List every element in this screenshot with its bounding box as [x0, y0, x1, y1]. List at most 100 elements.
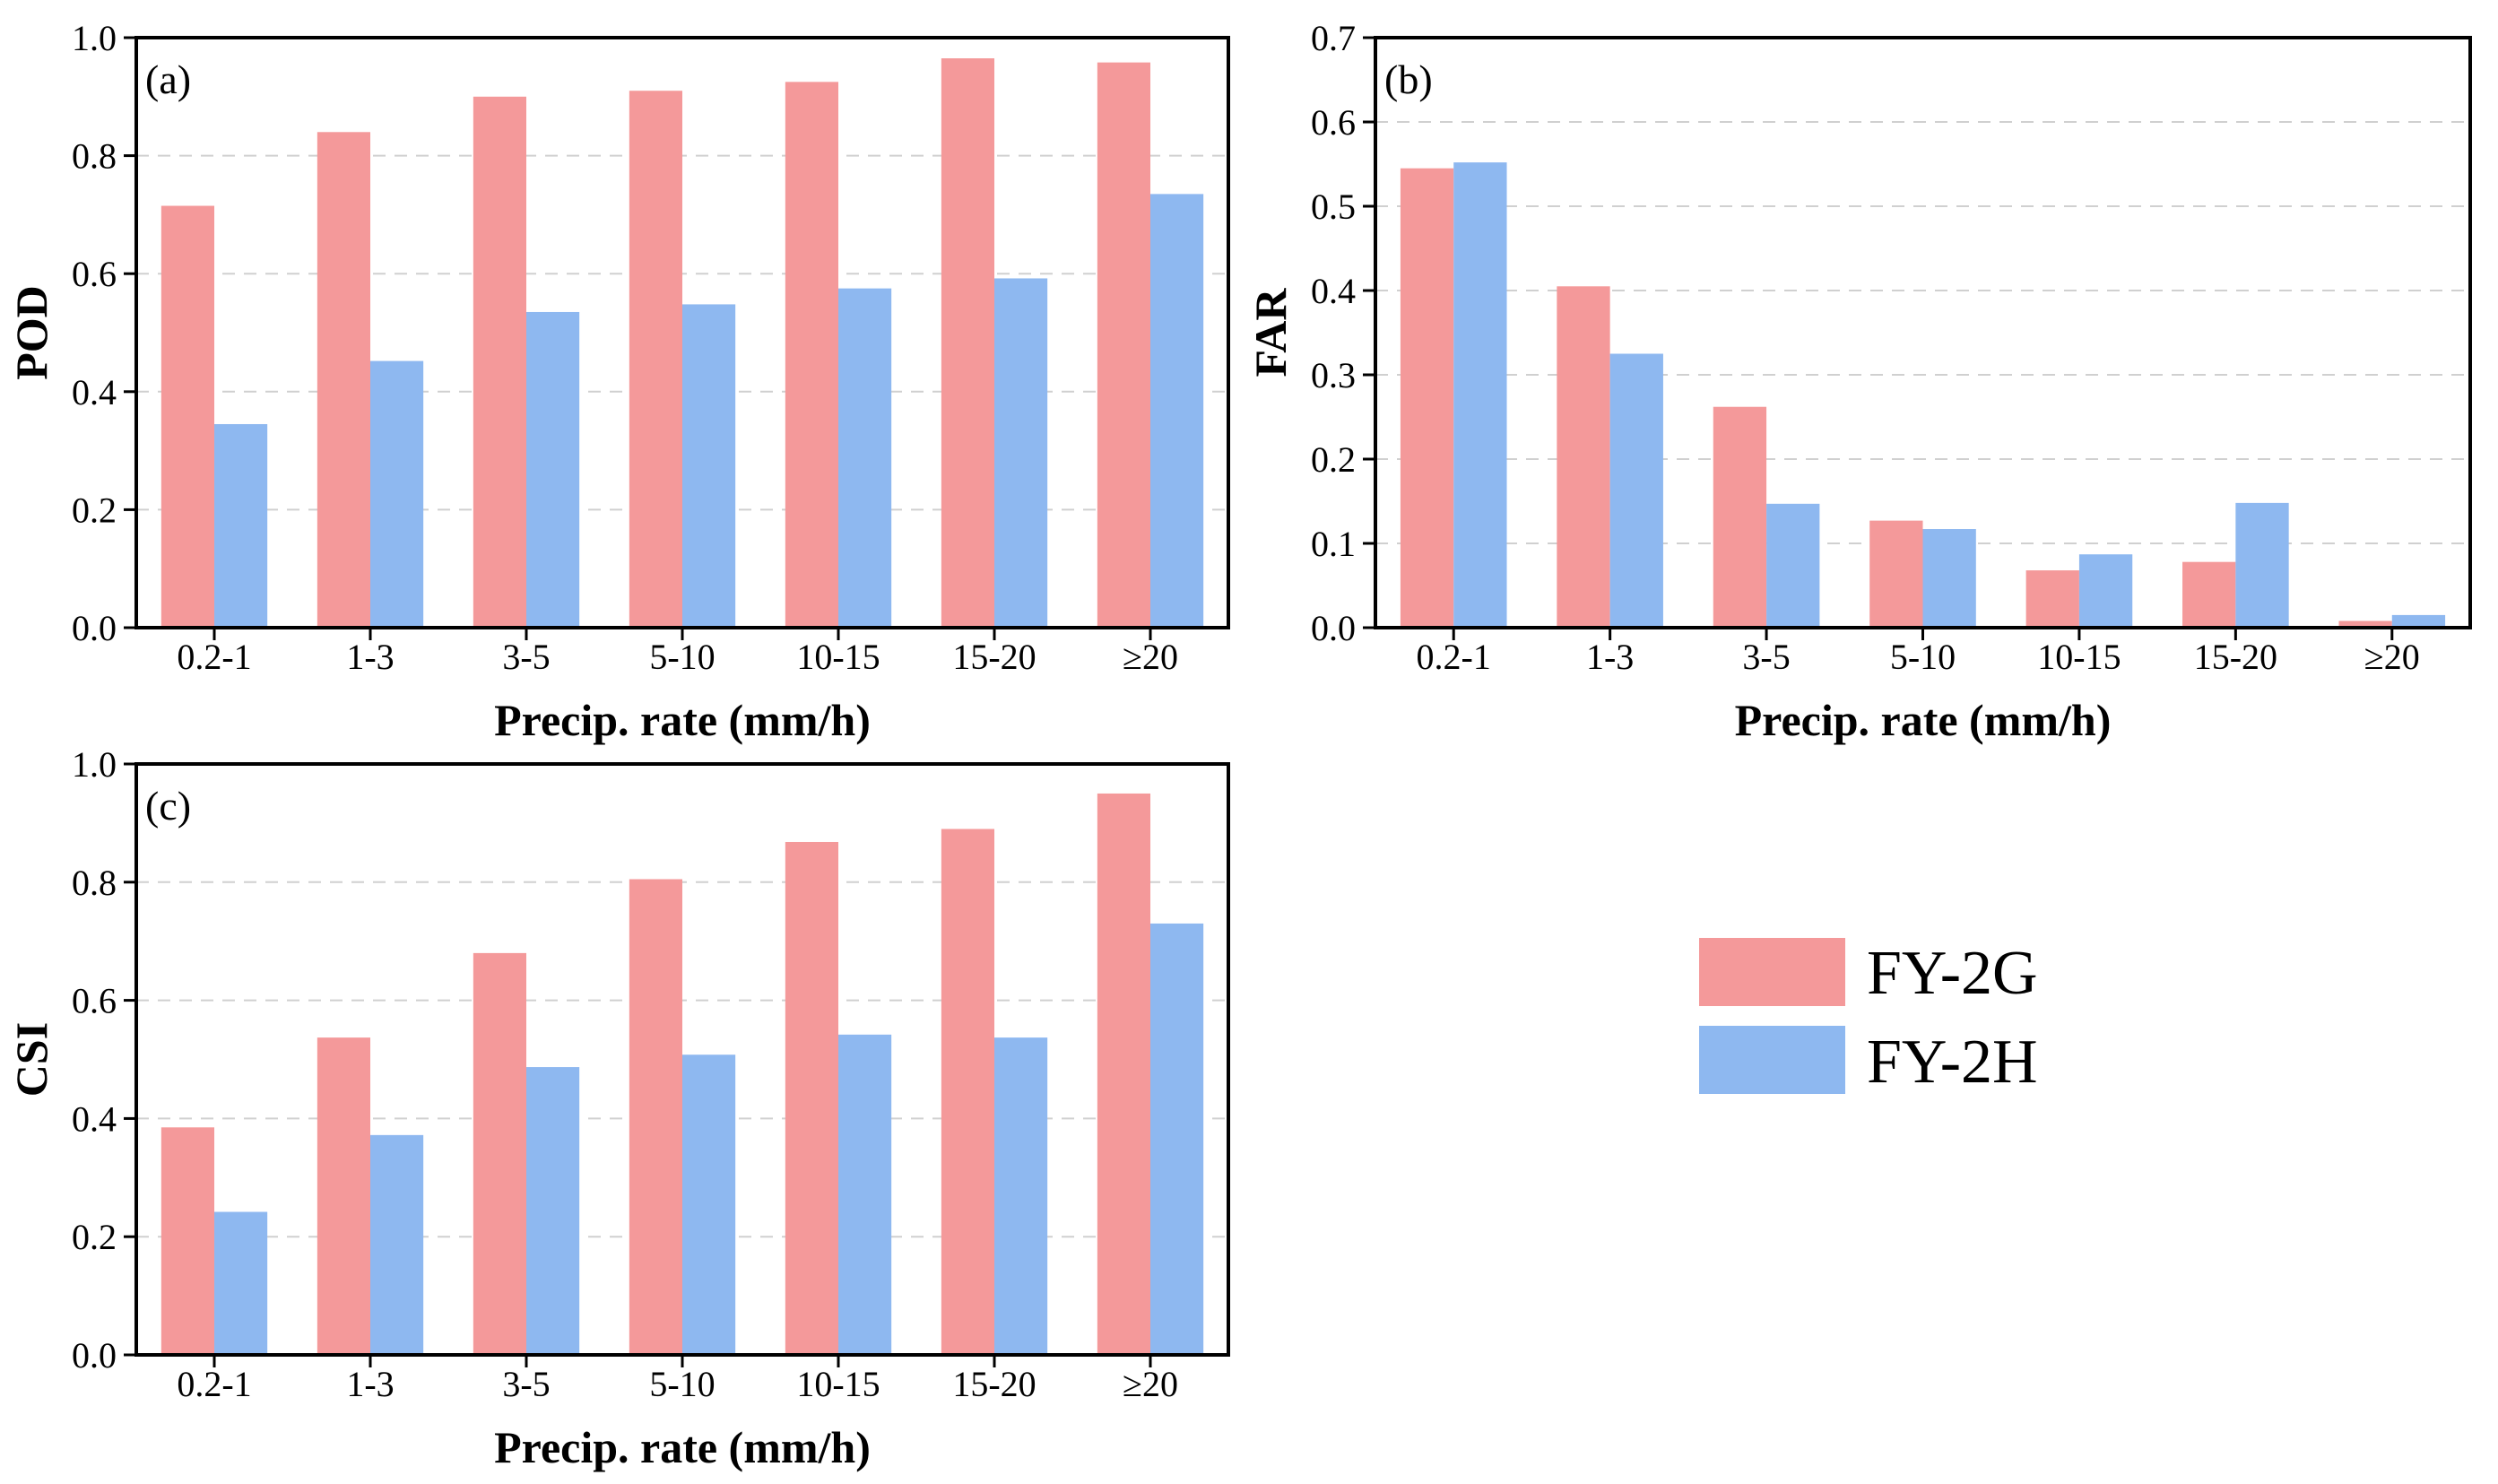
- panel-c: 0.0 0.2 0.4 0.6 0.8 1.0 0.2-1 1-3 3-5 5-10 10-15 1…: [6, 744, 1230, 1472]
- bar-fy-2h-0: [214, 423, 268, 628]
- bars-a: [160, 58, 1204, 629]
- x-tick-label: 3-5: [502, 1364, 550, 1404]
- x-tick-label: 1-3: [346, 1364, 394, 1404]
- bar-fy-2h-4: [838, 1034, 892, 1355]
- legend-label-fy2h: FY-2H: [1867, 1028, 2038, 1097]
- legend: FY-2G FY-2H: [1699, 938, 2038, 1097]
- y-axis-title-a: POD: [6, 285, 56, 380]
- bar-fy-2h-3: [682, 304, 736, 628]
- y-tick-label: 1.0: [72, 18, 117, 58]
- bar-fy-2g-5: [941, 58, 994, 628]
- bar-fy-2g-5: [2182, 561, 2236, 628]
- x-tick-label: 0.2-1: [177, 1364, 251, 1404]
- y-tick-label: 0.4: [72, 1098, 117, 1139]
- legend-swatch-fy2g: [1699, 938, 1845, 1006]
- y-axis-title-b: FAR: [1245, 288, 1296, 378]
- y-tick-label: 0.2: [1311, 439, 1356, 480]
- x-tick-label: 5-10: [649, 1364, 715, 1404]
- y-ticks-c: 0.0 0.2 0.4 0.6 0.8 1.0: [72, 744, 136, 1376]
- y-tick-label: 0.5: [1311, 187, 1356, 227]
- bar-fy-2g-3: [1869, 520, 1923, 628]
- panel-label-c: (c): [145, 783, 191, 829]
- panel-a: 0.0 0.2 0.4 0.6 0.8 1.0 0.2-1 1-3 3-5 5-10 10-15 1…: [6, 18, 1230, 745]
- bar-fy-2g-5: [941, 829, 994, 1355]
- y-tick-label: 0.2: [72, 1217, 117, 1257]
- bar-fy-2h-6: [1150, 194, 1204, 628]
- panel-label-a: (a): [145, 56, 191, 102]
- x-tick-label: 0.2-1: [177, 637, 251, 677]
- bar-fy-2h-2: [526, 1067, 580, 1355]
- x-tick-label: 3-5: [502, 637, 550, 677]
- bar-fy-2h-5: [994, 1037, 1048, 1355]
- bars-c: [160, 793, 1204, 1355]
- bar-fy-2g-3: [629, 879, 682, 1355]
- bar-fy-2g-6: [1097, 793, 1150, 1355]
- legend-label-fy2g: FY-2G: [1867, 939, 2038, 1008]
- y-tick-label: 0.8: [72, 136, 117, 177]
- bar-fy-2g-0: [160, 1127, 214, 1355]
- x-tick-label: 0.2-1: [1417, 637, 1491, 677]
- bar-fy-2g-4: [785, 82, 838, 629]
- y-tick-label: 0.0: [72, 1335, 117, 1376]
- bar-fy-2h-2: [1766, 503, 1820, 628]
- y-tick-label: 0.1: [1311, 524, 1356, 564]
- bar-fy-2h-0: [214, 1211, 268, 1355]
- bar-fy-2g-1: [1557, 286, 1610, 628]
- x-tick-label: 10-15: [796, 637, 880, 677]
- bar-fy-2h-3: [1922, 529, 1976, 628]
- bar-fy-2g-3: [629, 91, 682, 629]
- x-tick-label: ≥20: [2364, 637, 2420, 677]
- bar-fy-2h-5: [2235, 502, 2289, 628]
- x-tick-label: 1-3: [1586, 637, 1634, 677]
- bar-fy-2h-6: [1150, 923, 1204, 1355]
- x-tick-label: 15-20: [952, 637, 1036, 677]
- y-tick-label: 0.3: [1311, 355, 1356, 395]
- x-axis-title-b: Precip. rate (mm/h): [1735, 695, 2112, 745]
- bar-fy-2h-4: [838, 288, 892, 628]
- bar-fy-2g-4: [785, 841, 838, 1355]
- y-tick-label: 0.6: [72, 254, 117, 294]
- bar-fy-2h-6: [2391, 614, 2446, 628]
- y-ticks-b: 0.0 0.1 0.2 0.3 0.4 0.5 0.6 0.7: [1311, 18, 1375, 648]
- y-tick-label: 1.0: [72, 744, 117, 785]
- bar-fy-2g-2: [1713, 406, 1767, 628]
- x-axis-title-a: Precip. rate (mm/h): [494, 695, 871, 745]
- bar-fy-2h-1: [1609, 353, 1663, 628]
- x-tick-label: ≥20: [1123, 637, 1178, 677]
- y-tick-label: 0.6: [1311, 102, 1356, 143]
- y-tick-label: 0.0: [72, 608, 117, 648]
- y-tick-label: 0.7: [1311, 18, 1356, 58]
- x-ticks-a: 0.2-1 1-3 3-5 5-10 10-15 15-20 ≥20: [177, 628, 1178, 677]
- y-tick-label: 0.4: [1311, 271, 1356, 311]
- gridlines-b: [1375, 121, 2470, 544]
- bar-fy-2h-2: [526, 311, 580, 628]
- bar-fy-2g-2: [473, 952, 526, 1355]
- bar-fy-2h-0: [1453, 162, 1507, 628]
- bar-fy-2g-6: [1097, 62, 1150, 629]
- y-tick-label: 0.6: [72, 981, 117, 1021]
- bar-fy-2h-1: [370, 360, 424, 628]
- panel-b: 0.0 0.1 0.2 0.3 0.4 0.5 0.6 0.7 0.2-1 1-3 3-5 5-10…: [1245, 18, 2472, 745]
- bar-fy-2g-4: [2025, 570, 2079, 628]
- y-tick-label: 0.8: [72, 863, 117, 903]
- x-axis-title-c: Precip. rate (mm/h): [494, 1422, 871, 1472]
- x-tick-label: 1-3: [346, 637, 394, 677]
- bar-fy-2g-2: [473, 96, 526, 629]
- bars-b: [1400, 162, 2446, 628]
- legend-swatch-fy2h: [1699, 1026, 1845, 1094]
- panel-label-b: (b): [1384, 56, 1433, 102]
- bar-fy-2h-4: [2078, 554, 2133, 628]
- x-tick-label: 10-15: [2037, 637, 2121, 677]
- y-tick-label: 0.0: [1311, 608, 1356, 648]
- x-tick-label: ≥20: [1123, 1364, 1178, 1404]
- x-ticks-b: 0.2-1 1-3 3-5 5-10 10-15 15-20 ≥20: [1417, 628, 2420, 677]
- bar-fy-2g-0: [1400, 168, 1454, 628]
- bar-fy-2g-1: [317, 1037, 370, 1355]
- x-tick-label: 15-20: [2194, 637, 2277, 677]
- x-tick-label: 10-15: [796, 1364, 880, 1404]
- y-ticks-a: 0.0 0.2 0.4 0.6 0.8 1.0: [72, 18, 136, 648]
- bar-fy-2g-0: [160, 205, 214, 628]
- bar-fy-2h-3: [682, 1054, 736, 1355]
- y-tick-label: 0.4: [72, 372, 117, 412]
